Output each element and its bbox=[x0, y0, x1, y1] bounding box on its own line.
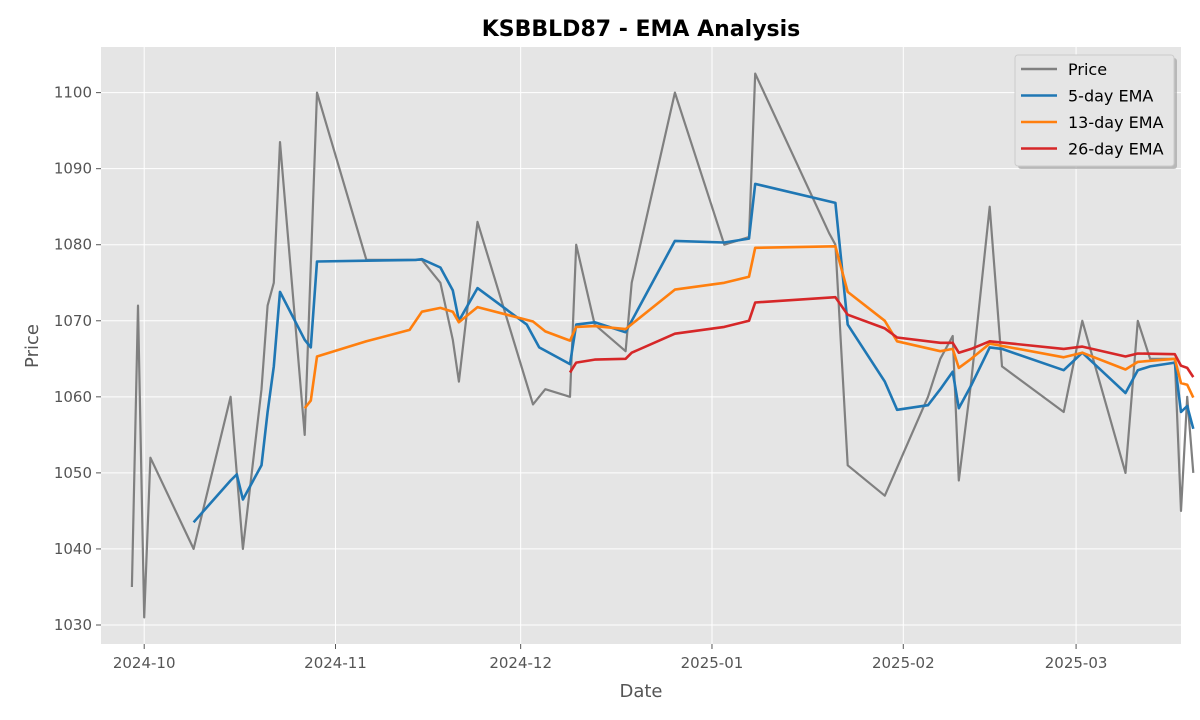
y-tick-label: 1070 bbox=[54, 312, 92, 330]
legend-label-26-day-ema: 26-day EMA bbox=[1068, 140, 1164, 159]
x-tick-label: 2025-02 bbox=[872, 654, 935, 672]
series-line-13-day-ema bbox=[303, 245, 1195, 410]
x-axis-label: Date bbox=[619, 681, 662, 702]
legend-label-13-day-ema: 13-day EMA bbox=[1068, 113, 1164, 132]
legend: Price 5-day EMA 13-day EMA 26-day EMA bbox=[1014, 54, 1177, 169]
legend-label-price: Price bbox=[1068, 60, 1107, 79]
series-lines bbox=[130, 72, 1195, 619]
x-tick-label: 2025-03 bbox=[1045, 654, 1108, 672]
x-tick-label: 2025-01 bbox=[681, 654, 744, 672]
y-axis-ticks: 1030 1040 1050 1060 1070 1080 1090 1100 bbox=[54, 84, 101, 634]
y-axis-label: Price bbox=[22, 324, 43, 368]
x-axis-ticks: 2024-10 2024-11 2024-12 2025-01 2025-02 2025-… bbox=[113, 644, 1108, 672]
series-line-price bbox=[130, 72, 1195, 619]
y-tick-label: 1050 bbox=[54, 464, 92, 482]
x-tick-label: 2024-10 bbox=[113, 654, 176, 672]
chart-title: KSBBLD87 - EMA Analysis bbox=[482, 17, 801, 42]
y-tick-label: 1030 bbox=[54, 616, 92, 634]
grid-lines bbox=[101, 47, 1181, 644]
legend-box bbox=[1014, 54, 1175, 167]
y-tick-label: 1080 bbox=[54, 236, 92, 254]
series-line-5-day-ema bbox=[192, 182, 1195, 524]
y-tick-label: 1090 bbox=[54, 160, 92, 178]
y-tick-label: 1040 bbox=[54, 540, 92, 558]
x-tick-label: 2024-11 bbox=[304, 654, 367, 672]
legend-label-5-day-ema: 5-day EMA bbox=[1068, 87, 1153, 106]
y-tick-label: 1100 bbox=[54, 84, 92, 102]
x-tick-label: 2024-12 bbox=[489, 654, 552, 672]
y-tick-label: 1060 bbox=[54, 388, 92, 406]
series-line-26-day-ema bbox=[568, 295, 1195, 378]
